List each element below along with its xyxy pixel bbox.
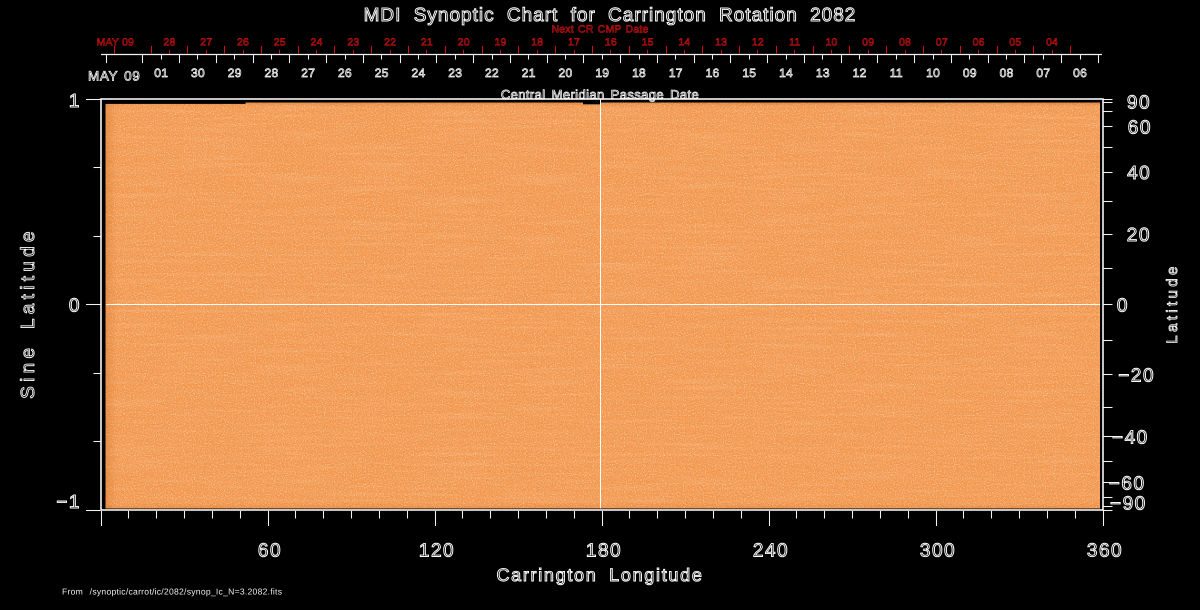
cmp-day-label: 23 (448, 66, 462, 80)
cmp-day-label: 07 (1036, 66, 1050, 80)
latitude-label: 60 (1128, 117, 1152, 138)
next-cr-day-label: 11 (789, 37, 800, 49)
cmp-day-label: 13 (816, 66, 830, 80)
latitude-label: −20 (1118, 366, 1155, 387)
next-cr-day-label: 14 (678, 37, 690, 49)
next-cr-month-label: MAY 09 (97, 37, 135, 49)
next-cr-day-label: 16 (605, 37, 617, 49)
cmp-day-label: 27 (301, 66, 315, 80)
latitude-label: −40 (1112, 427, 1149, 448)
axis-ticks-and-labels: 01 30 29 28 27 26 25 24 23 22 21 20 19 18 17 16 15 14 13 12… (56, 36, 1155, 562)
longitude-label: 120 (419, 541, 455, 562)
next-cr-day-label: 06 (973, 37, 985, 49)
cmp-day-label: 20 (559, 66, 573, 80)
cmp-month-label: MAY 09 (88, 69, 140, 84)
next-cr-day-label: 15 (642, 37, 654, 49)
cmp-day-label: 24 (412, 66, 426, 80)
latitude-label: 0 (1117, 295, 1129, 316)
next-cr-day-label: 12 (752, 37, 764, 49)
cmp-day-label: 16 (706, 66, 720, 80)
sine-latitude-label: 0 (69, 295, 81, 316)
next-cr-day-label: 18 (531, 37, 543, 49)
chart-annotations: 01 30 29 28 27 26 25 24 23 22 21 20 19 18 17 16 15 14 13 12… (18, 5, 1182, 597)
image-left-shading (105, 102, 1100, 509)
longitude-label: 360 (1087, 541, 1123, 562)
latitude-label: −60 (1109, 474, 1146, 495)
latitude-label: 40 (1127, 163, 1151, 184)
latitude-label: 20 (1127, 225, 1151, 246)
right-axis-title: Latitude (1164, 263, 1181, 344)
longitude-label: 60 (258, 541, 282, 562)
cmp-day-label: 28 (265, 66, 279, 80)
cmp-day-label: 09 (963, 66, 977, 80)
cmp-day-label: 14 (779, 66, 793, 80)
cmp-day-label: 22 (485, 66, 499, 80)
longitude-label: 180 (586, 541, 622, 562)
cmp-day-label: 25 (375, 66, 389, 80)
chart-title: MDI Synoptic Chart for Carrington Rotati… (364, 5, 857, 26)
next-cr-day-label: 19 (494, 37, 506, 49)
longitude-label: 240 (753, 541, 789, 562)
cmp-day-label: 06 (1073, 66, 1087, 80)
next-cr-day-label: 27 (200, 37, 212, 49)
cmp-day-label: 21 (522, 66, 536, 80)
next-cr-day-label: 04 (1046, 37, 1058, 49)
image-missing-data-notch-left (105, 102, 246, 104)
cmp-day-label: 26 (338, 66, 352, 80)
next-cr-day-label: 10 (825, 37, 837, 49)
bottom-axis-title: Carrington Longitude (496, 565, 703, 585)
cmp-day-label: 19 (595, 66, 609, 80)
next-cr-day-label: 05 (1009, 37, 1021, 49)
cmp-day-label: 29 (228, 66, 242, 80)
next-cr-day-label: 28 (163, 37, 175, 49)
cmp-axis-title: Central Meridian Passage Date (501, 87, 699, 102)
next-cr-day-label: 21 (421, 37, 433, 49)
next-cr-day-label: 09 (862, 37, 874, 49)
next-cr-day-label: 13 (715, 37, 727, 49)
latitude-label: −90 (1110, 493, 1147, 514)
cmp-day-label: 18 (632, 66, 646, 80)
sine-latitude-label: 1 (69, 91, 81, 112)
next-cr-day-label: 26 (237, 37, 249, 49)
cmp-day-label: 11 (890, 66, 903, 80)
latitude-label: 90 (1127, 92, 1151, 113)
synoptic-image (105, 102, 1100, 509)
cmp-day-label: 10 (926, 66, 940, 80)
cmp-day-label: 17 (669, 66, 683, 80)
cmp-day-label: 12 (853, 66, 867, 80)
next-cr-day-label: 20 (458, 37, 470, 49)
cmp-day-label: 01 (154, 66, 168, 80)
sine-latitude-label: −1 (56, 492, 81, 513)
next-cr-day-label: 08 (899, 37, 911, 49)
next-cr-day-label: 24 (311, 37, 323, 49)
left-axis-title: Sine Latitude (18, 227, 39, 399)
next-cr-day-label: 22 (384, 37, 396, 49)
image-missing-data-notch-center (583, 102, 601, 105)
cmp-day-label: 30 (191, 66, 205, 80)
source-note: From /synoptic/carrot/ic/2082/synop_Ic_N… (62, 587, 282, 597)
longitude-label: 300 (920, 541, 956, 562)
cmp-day-label: 15 (742, 66, 756, 80)
next-cr-day-label: 17 (568, 37, 580, 49)
next-cr-day-label: 07 (936, 37, 948, 49)
cmp-day-label: 08 (1000, 66, 1014, 80)
next-cr-day-label: 23 (347, 37, 359, 49)
next-cr-cmp-title: Next CR CMP Date (551, 24, 648, 36)
next-cr-day-label: 25 (274, 37, 286, 49)
